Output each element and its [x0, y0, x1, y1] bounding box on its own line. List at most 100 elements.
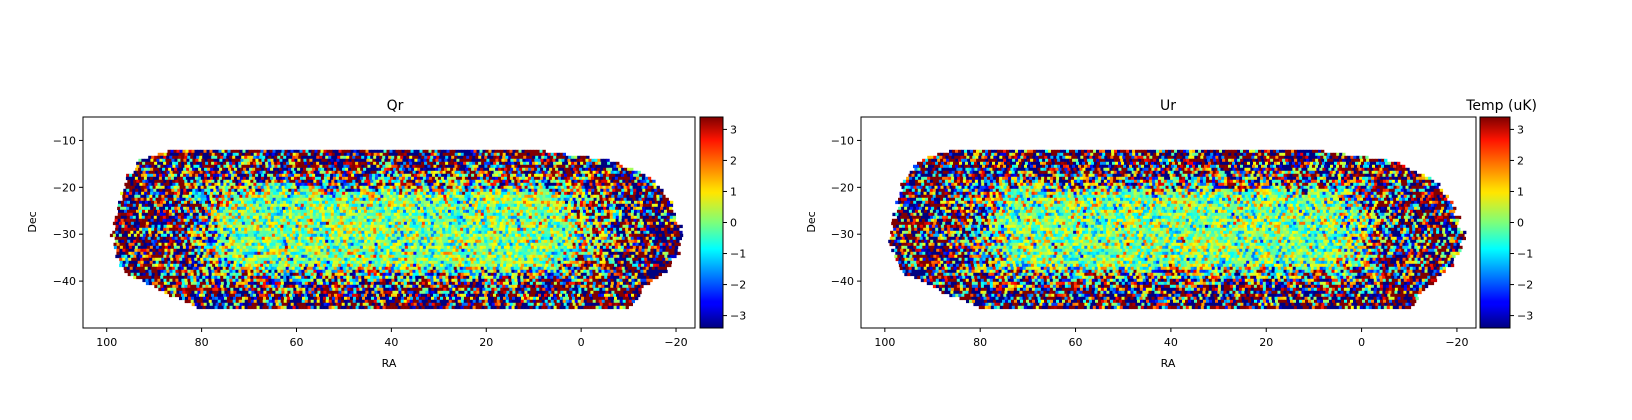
heatmap-cell: [448, 233, 453, 238]
heatmap-cell: [502, 170, 506, 175]
heatmap-cell: [506, 185, 510, 190]
heatmap-cell: [151, 170, 155, 175]
heatmap-cell: [547, 230, 551, 235]
heatmap-cell: [217, 152, 221, 157]
heatmap-cell: [391, 170, 395, 175]
heatmap-cell: [358, 179, 362, 184]
heatmap-cell: [240, 191, 244, 196]
heatmap-cell: [461, 194, 465, 199]
heatmap-cell: [367, 161, 371, 166]
heatmap-cell: [568, 221, 573, 226]
heatmap-cell: [345, 188, 349, 193]
heatmap-cell: [271, 170, 275, 175]
heatmap-cell: [412, 227, 416, 232]
heatmap-cell: [250, 182, 254, 187]
heatmap-cell: [656, 194, 660, 199]
heatmap-cell: [445, 233, 450, 238]
heatmap-cell: [217, 155, 221, 160]
heatmap-cell: [436, 164, 440, 169]
heatmap-cell: [377, 176, 382, 181]
heatmap-cell: [574, 155, 578, 160]
heatmap-cell: [253, 155, 257, 160]
heatmap-cell: [313, 233, 318, 238]
heatmap-cell: [610, 182, 614, 187]
heatmap-cell: [226, 161, 230, 166]
heatmap-cell: [244, 152, 248, 157]
heatmap-cell: [361, 161, 365, 166]
heatmap-cell: [606, 173, 610, 178]
heatmap-cell: [427, 152, 431, 157]
heatmap-cell: [478, 200, 482, 205]
heatmap-cell: [385, 221, 390, 226]
heatmap-cell: [454, 182, 458, 187]
heatmap-cell: [215, 185, 219, 190]
heatmap-cell: [516, 212, 520, 217]
heatmap-cell: [258, 212, 262, 217]
heatmap-cell: [344, 197, 348, 202]
heatmap-cell: [322, 182, 326, 187]
heatmap-cell: [510, 173, 514, 178]
heatmap-cell: [503, 149, 507, 154]
heatmap-cell: [131, 197, 135, 202]
heatmap-cell: [538, 227, 542, 232]
heatmap-cell: [365, 185, 369, 190]
heatmap-cell: [334, 170, 338, 175]
heatmap-cell: [123, 212, 127, 217]
heatmap-cell: [333, 203, 338, 208]
heatmap-cell: [548, 197, 552, 202]
heatmap-cell: [278, 149, 282, 154]
heatmap-cell: [570, 188, 574, 193]
heatmap-cell: [345, 158, 349, 163]
heatmap-cell: [193, 161, 197, 166]
heatmap-cell: [534, 218, 538, 223]
heatmap-cell: [611, 185, 615, 190]
heatmap-cell: [628, 227, 632, 232]
heatmap-cell: [145, 233, 150, 238]
heatmap-cell: [424, 179, 428, 184]
heatmap-cell: [437, 185, 441, 190]
heatmap-cell: [341, 149, 345, 154]
heatmap-cell: [220, 227, 224, 232]
heatmap-cell: [525, 218, 529, 223]
heatmap-cell: [420, 191, 424, 196]
heatmap-cell: [474, 173, 478, 178]
heatmap-cell: [619, 179, 623, 184]
heatmap-cell: [580, 230, 584, 235]
heatmap-cell: [447, 188, 451, 193]
heatmap-cell: [413, 197, 417, 202]
heatmap-cell: [379, 155, 383, 160]
heatmap-cell: [608, 194, 612, 199]
heatmap-cell: [220, 224, 224, 229]
heatmap-cell: [630, 215, 635, 220]
heatmap-cell: [448, 164, 452, 169]
heatmap-cell: [250, 230, 254, 235]
heatmap-cell: [127, 200, 131, 205]
heatmap-cell: [469, 221, 474, 226]
heatmap-cell: [288, 188, 292, 193]
heatmap-cell: [560, 185, 564, 190]
heatmap-cell: [372, 158, 376, 163]
heatmap-cell: [329, 149, 333, 154]
heatmap-cell: [481, 161, 485, 166]
heatmap-cell: [181, 224, 185, 229]
heatmap-cell: [256, 155, 260, 160]
heatmap-cell: [240, 167, 244, 172]
heatmap-cell: [558, 212, 562, 217]
heatmap-cell: [660, 188, 664, 193]
heatmap-cell: [171, 188, 175, 193]
heatmap-cell: [205, 170, 209, 175]
heatmap-cell: [266, 194, 270, 199]
heatmap-cell: [448, 227, 452, 232]
heatmap-cell: [454, 179, 458, 184]
heatmap-cell: [123, 191, 127, 196]
heatmap-cell: [258, 173, 262, 178]
heatmap-cell: [256, 221, 261, 226]
heatmap-cell: [452, 194, 456, 199]
heatmap-cell: [280, 224, 284, 229]
heatmap-cell: [196, 170, 200, 175]
heatmap-cell: [307, 170, 311, 175]
heatmap-cell: [420, 215, 425, 220]
heatmap-cell: [127, 233, 132, 238]
heatmap-cell: [583, 200, 587, 205]
heatmap-cell: [177, 212, 181, 217]
